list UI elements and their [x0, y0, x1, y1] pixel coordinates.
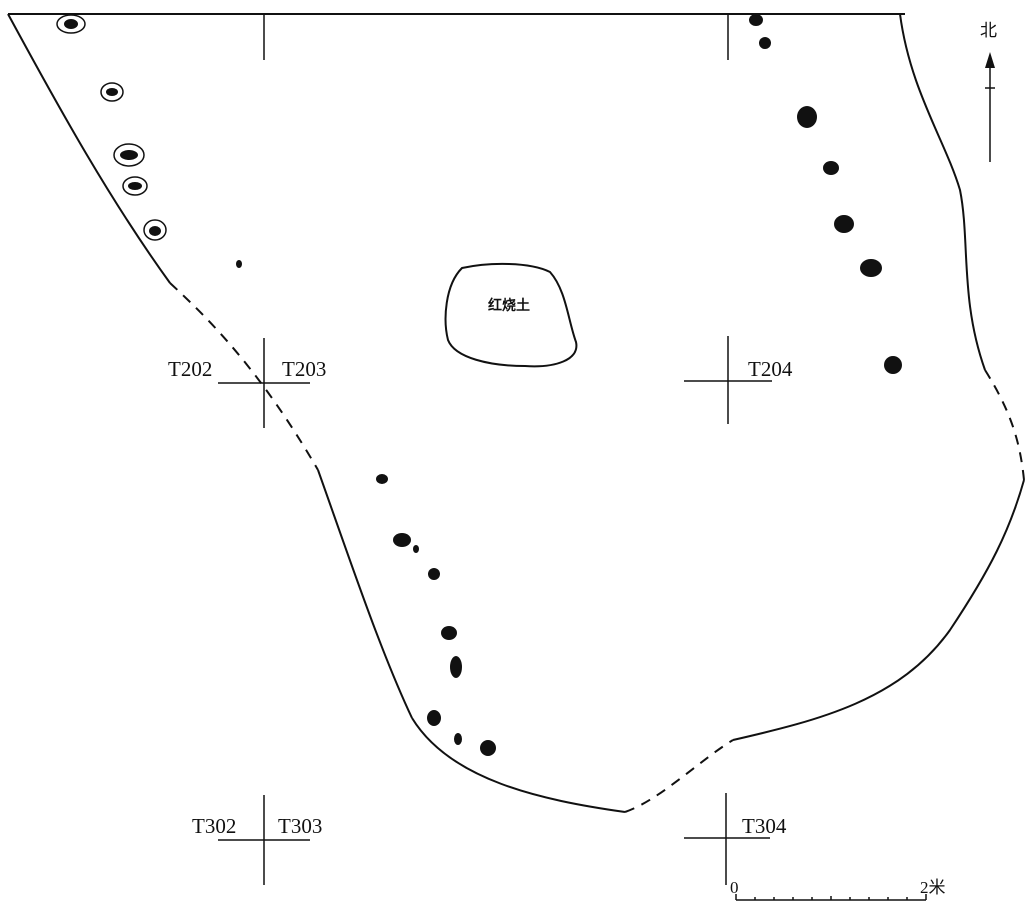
posthole-southwest-9	[480, 740, 496, 756]
scale-bar	[735, 894, 927, 901]
posthole-ringed-1	[56, 14, 86, 34]
grid-label-t203: T203	[282, 357, 326, 381]
posthole-east-2	[759, 37, 771, 49]
posthole-southwest-4	[428, 568, 440, 580]
foundation-outline-east-dashed	[984, 369, 1025, 481]
posthole-ringed-2	[100, 82, 124, 102]
posthole-southwest-3	[413, 545, 419, 553]
posthole-east-4	[823, 161, 839, 175]
foundation-outline-south-dashed	[624, 739, 734, 813]
posthole-east-5	[834, 215, 854, 233]
north-arrow-icon	[985, 52, 995, 162]
posthole-ringed-4	[122, 176, 148, 196]
foundation-outline-south	[411, 717, 626, 813]
posthole-east-1	[749, 14, 763, 26]
grid-cross-t204	[684, 336, 772, 424]
grid-label-t303: T303	[278, 814, 322, 838]
posthole-southwest-6	[450, 656, 462, 678]
grid-label-t204: T204	[748, 357, 793, 381]
posthole-small-1	[236, 260, 242, 268]
posthole-east-3	[797, 106, 817, 128]
grid-cross-t302-t303	[218, 795, 310, 885]
foundation-outline-southeast	[732, 479, 1025, 741]
posthole-southwest-5	[441, 626, 457, 640]
posthole-east-7	[884, 356, 902, 374]
posthole-ringed-5	[143, 219, 167, 241]
foundation-outline-west	[7, 13, 171, 284]
grid-cross-t304	[684, 793, 770, 885]
posthole-southwest-8	[454, 733, 462, 745]
posthole-southwest-2	[393, 533, 411, 547]
scale-end-label: 2米	[920, 878, 946, 897]
foundation-outline-southwest	[317, 469, 413, 719]
posthole-east-6	[860, 259, 882, 277]
burnt-earth-feature	[444, 262, 578, 368]
posthole-southwest-1	[376, 474, 388, 484]
grid-label-t302: T302	[192, 814, 236, 838]
foundation-outline-west-dashed	[169, 282, 319, 471]
north-label: 北	[980, 21, 997, 41]
posthole-southwest-7	[427, 710, 441, 726]
scale-start-label: 0	[730, 878, 739, 897]
foundation-outline-east	[899, 13, 986, 371]
burnt-earth-label: 红烧土	[488, 297, 530, 314]
grid-cross-t202-t203	[218, 338, 310, 428]
posthole-ringed-3	[113, 143, 145, 167]
grid-label-t304: T304	[742, 814, 787, 838]
grid-label-t202: T202	[168, 357, 212, 381]
